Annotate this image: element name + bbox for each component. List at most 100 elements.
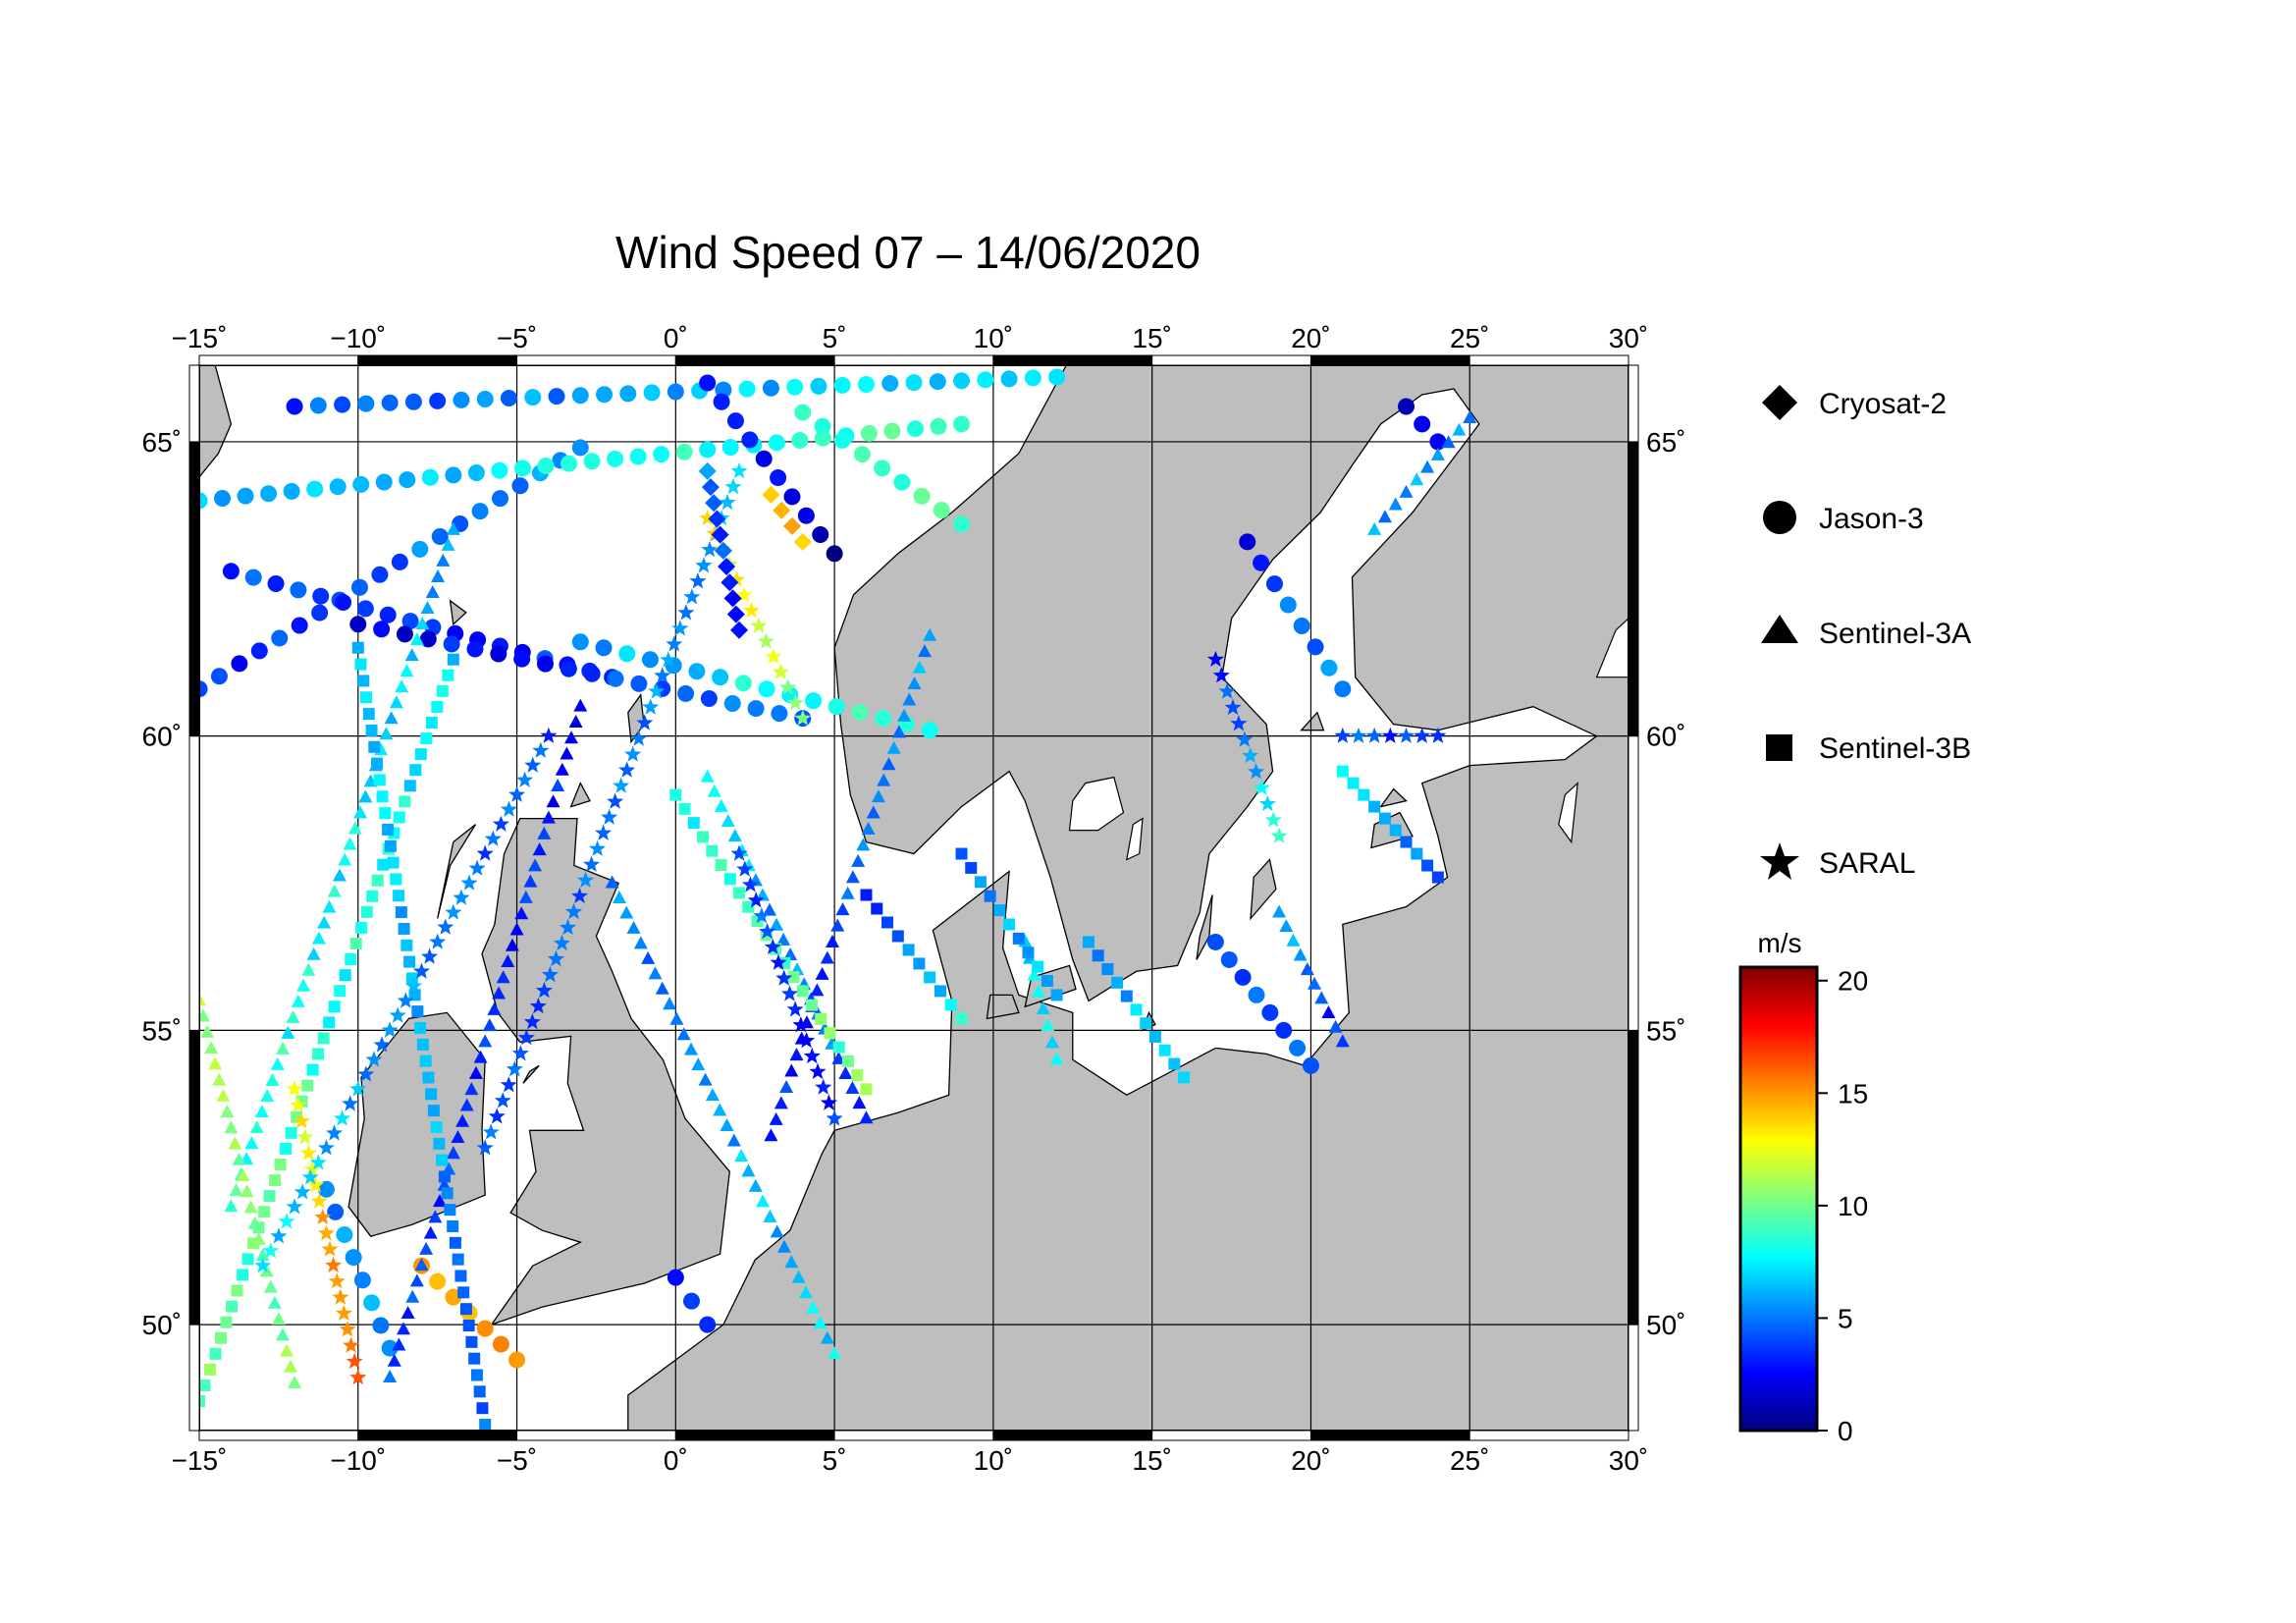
satellite-legend: Cryosat-2 Jason-3 Sentinel-3A Sentinel-3…	[1760, 385, 1971, 880]
lon-tick-label: −5˚	[497, 323, 537, 353]
observation-point	[470, 1369, 483, 1381]
observation-point	[419, 1241, 434, 1255]
observation-point	[1334, 727, 1352, 743]
observation-point	[1410, 472, 1424, 486]
observation-point	[1036, 1001, 1050, 1014]
observation-point	[250, 642, 268, 660]
observation-point	[1398, 727, 1415, 743]
observation-point	[906, 420, 924, 438]
observation-point	[828, 698, 845, 716]
border-segment	[188, 364, 200, 443]
observation-point	[296, 1128, 314, 1145]
observation-point	[293, 1112, 310, 1129]
observation-point	[618, 645, 636, 663]
observation-point	[1248, 763, 1265, 780]
observation-point	[1248, 986, 1265, 1003]
colorbar-tick-label: 20	[1838, 966, 1868, 997]
observation-point	[1050, 989, 1063, 1001]
observation-point	[244, 568, 262, 586]
observation-point	[793, 532, 812, 551]
observation-point	[713, 393, 730, 410]
observation-point	[699, 441, 717, 459]
observation-point	[279, 1343, 294, 1357]
observation-point	[276, 1041, 291, 1055]
observation-point	[723, 589, 742, 608]
observation-point	[683, 1292, 701, 1310]
observation-point	[222, 563, 240, 580]
observation-point	[447, 653, 459, 666]
observation-point	[780, 985, 798, 1001]
observation-point	[371, 757, 384, 770]
observation-point	[1279, 919, 1294, 933]
observation-point	[371, 874, 384, 887]
observation-point	[759, 922, 776, 940]
observation-point	[360, 691, 373, 704]
observation-point	[220, 1316, 233, 1328]
border-segment	[1628, 1029, 1639, 1325]
observation-point	[468, 859, 486, 876]
observation-point	[733, 887, 746, 899]
observation-point	[524, 389, 542, 406]
observation-point	[619, 905, 634, 919]
observation-point	[764, 1128, 778, 1142]
observation-point	[420, 601, 435, 615]
observation-point	[770, 469, 787, 487]
observation-point	[730, 621, 749, 639]
observation-point	[654, 667, 671, 683]
observation-point	[902, 944, 915, 956]
observation-point	[409, 632, 424, 646]
observation-point	[886, 740, 901, 754]
observation-point	[560, 746, 574, 760]
observation-point	[642, 698, 660, 715]
observation-point	[459, 1098, 474, 1111]
observation-point	[484, 830, 502, 846]
observation-point	[1429, 727, 1447, 743]
lon-tick-label: 15˚	[1132, 323, 1171, 353]
observation-point	[391, 553, 408, 570]
observation-point	[1048, 368, 1066, 386]
observation-point	[339, 969, 351, 982]
observation-point	[518, 890, 533, 903]
observation-point	[537, 655, 555, 673]
observation-point	[1242, 746, 1259, 764]
border-segment	[1468, 1430, 1629, 1441]
observation-point	[346, 1352, 363, 1369]
observation-point	[482, 1123, 500, 1140]
observation-point	[874, 460, 891, 477]
observation-point	[449, 1236, 461, 1249]
observation-point	[291, 994, 305, 1007]
observation-point	[357, 1065, 375, 1082]
observation-point	[1275, 1021, 1293, 1039]
border-segment	[674, 1430, 835, 1441]
observation-point	[452, 1253, 464, 1266]
observation-point	[1411, 847, 1423, 860]
observation-point	[691, 1057, 706, 1071]
observation-point	[309, 397, 327, 414]
observation-point	[721, 573, 739, 592]
observation-point	[748, 1178, 763, 1192]
observation-point	[784, 1255, 799, 1269]
observation-point	[683, 588, 701, 605]
observation-point	[742, 900, 755, 913]
border-segment	[1151, 354, 1311, 366]
observation-point	[698, 1072, 713, 1086]
observation-point	[1168, 1057, 1181, 1070]
observation-point	[815, 966, 829, 980]
observation-point	[438, 1170, 451, 1183]
observation-point	[856, 838, 871, 851]
observation-point	[275, 1327, 290, 1341]
observation-point	[301, 1079, 314, 1092]
observation-point	[444, 1204, 456, 1217]
observation-point	[400, 1305, 415, 1319]
observation-point	[323, 1016, 336, 1029]
observation-point	[1286, 933, 1301, 947]
observation-point	[814, 417, 831, 435]
observation-point	[1377, 510, 1392, 523]
observation-point	[513, 460, 531, 477]
observation-point	[643, 384, 661, 402]
observation-point	[735, 586, 753, 603]
observation-point	[270, 1056, 285, 1070]
observation-point	[358, 789, 373, 803]
land-polygon	[1196, 894, 1213, 960]
observation-point	[428, 1210, 443, 1223]
